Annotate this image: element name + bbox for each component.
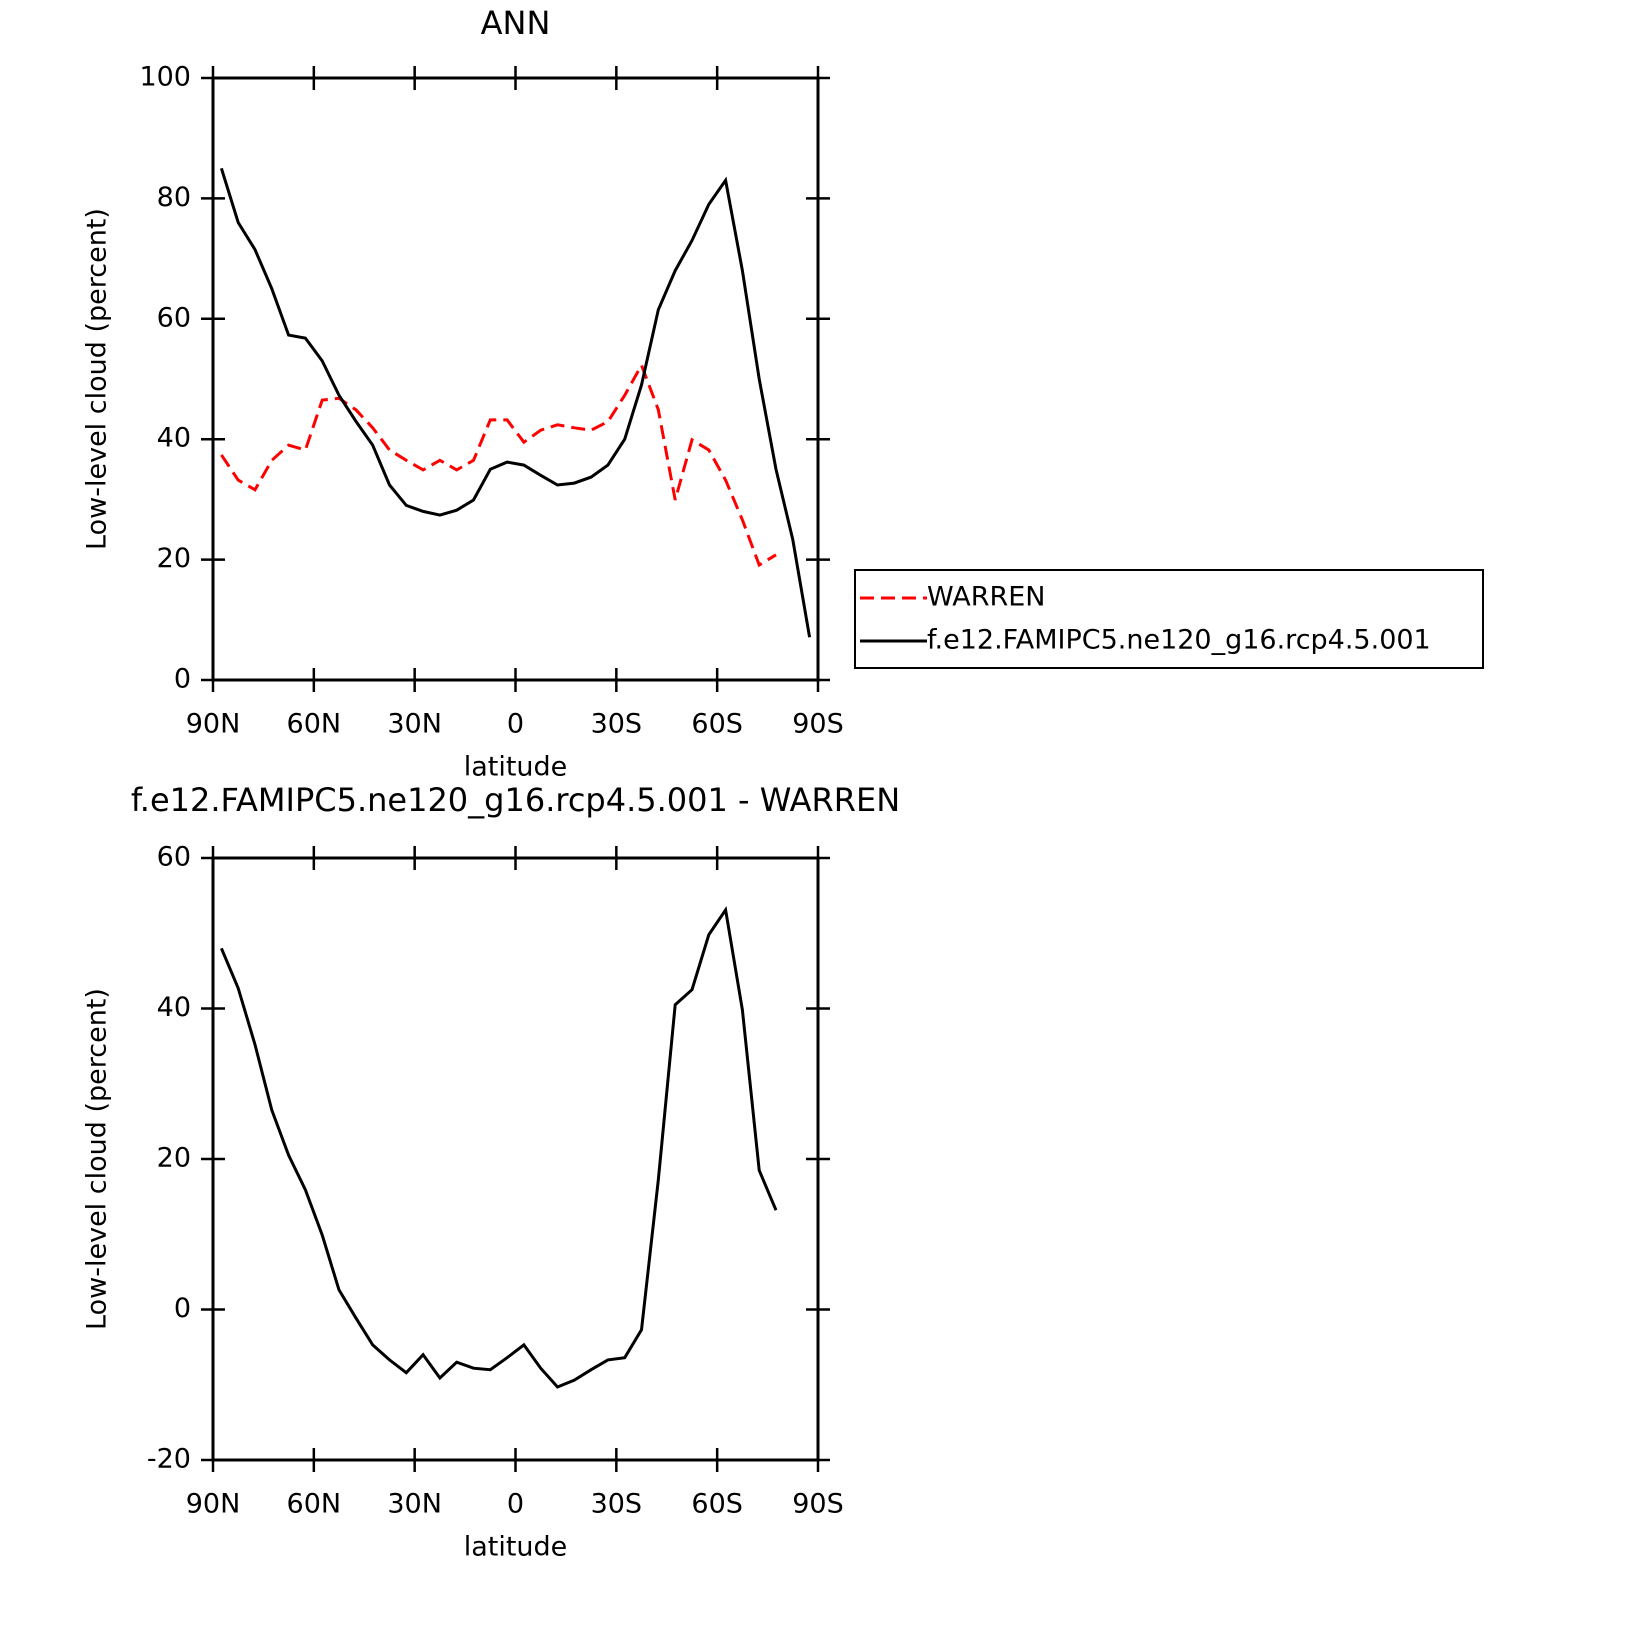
x-tick-label: 30N bbox=[387, 1489, 442, 1520]
y-tick-label: -20 bbox=[147, 1444, 191, 1475]
legend-label: WARREN bbox=[927, 582, 1045, 613]
x-axis-label: latitude bbox=[464, 1532, 568, 1563]
y-tick-label: 100 bbox=[139, 62, 191, 93]
y-tick-label: 20 bbox=[157, 1143, 191, 1174]
x-tick-label: 90N bbox=[186, 709, 241, 740]
chart-title: ANN bbox=[481, 4, 551, 42]
y-tick-label: 20 bbox=[157, 543, 191, 574]
y-tick-label: 40 bbox=[157, 992, 191, 1023]
x-tick-label: 30N bbox=[387, 709, 442, 740]
plot-frame bbox=[211, 76, 820, 682]
chart-title: f.e12.FAMIPC5.ne120_g16.rcp4.5.001 - WAR… bbox=[131, 781, 900, 819]
y-axis-label: Low-level cloud (percent) bbox=[82, 988, 113, 1330]
x-tick-label: 60S bbox=[691, 709, 743, 740]
data-line bbox=[220, 905, 778, 1389]
plot-frame bbox=[211, 856, 820, 1462]
data-line bbox=[219, 167, 812, 638]
x-tick-label: 0 bbox=[507, 1489, 524, 1520]
data-line bbox=[220, 361, 777, 568]
y-tick-label: 0 bbox=[174, 664, 191, 695]
x-tick-label: 30S bbox=[591, 709, 643, 740]
x-tick-label: 0 bbox=[507, 709, 524, 740]
y-tick-label: 60 bbox=[157, 302, 191, 333]
y-tick-label: 0 bbox=[174, 1293, 191, 1324]
x-tick-label: 90N bbox=[186, 1489, 241, 1520]
x-tick-label: 90S bbox=[792, 709, 844, 740]
x-tick-label: 60N bbox=[287, 709, 342, 740]
x-tick-label: 60N bbox=[287, 1489, 342, 1520]
y-tick-label: 40 bbox=[157, 423, 191, 454]
y-tick-label: 80 bbox=[157, 182, 191, 213]
y-tick-label: 60 bbox=[157, 842, 191, 873]
legend-label: f.e12.FAMIPC5.ne120_g16.rcp4.5.001 bbox=[927, 625, 1431, 656]
y-axis-label: Low-level cloud (percent) bbox=[82, 208, 113, 550]
legend-box bbox=[854, 569, 1484, 669]
x-tick-label: 60S bbox=[691, 1489, 743, 1520]
x-tick-label: 30S bbox=[591, 1489, 643, 1520]
x-axis-label: latitude bbox=[464, 752, 568, 783]
x-tick-label: 90S bbox=[792, 1489, 844, 1520]
